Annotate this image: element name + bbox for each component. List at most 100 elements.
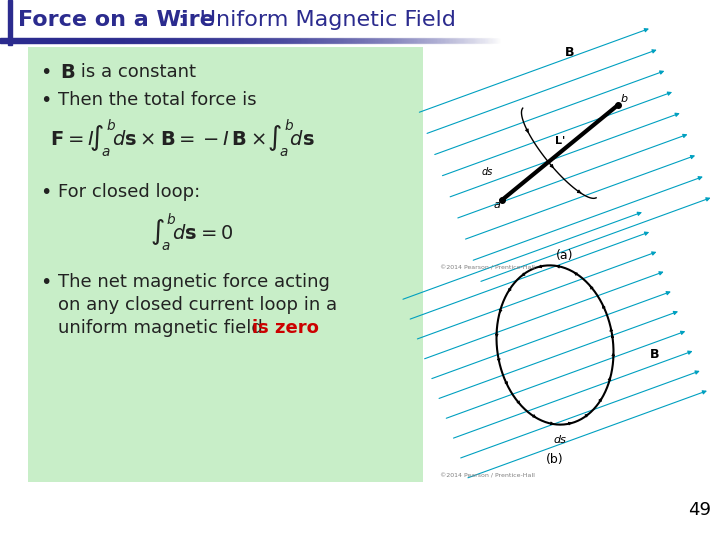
Bar	[135, 38, 136, 43]
Text: Then the total force is: Then the total force is	[58, 91, 256, 109]
Bar	[696, 38, 697, 43]
Bar	[85, 38, 86, 43]
Bar	[542, 38, 543, 43]
Bar	[95, 38, 96, 43]
Bar	[276, 38, 277, 43]
Bar	[649, 38, 650, 43]
Bar	[595, 38, 596, 43]
Bar	[21, 38, 22, 43]
Bar	[190, 38, 191, 43]
Bar	[701, 38, 702, 43]
Bar	[238, 38, 239, 43]
Bar	[387, 38, 388, 43]
Bar	[306, 38, 307, 43]
Bar	[214, 38, 215, 43]
Bar	[526, 38, 527, 43]
Bar	[336, 38, 337, 43]
Bar	[544, 38, 545, 43]
Bar	[288, 38, 289, 43]
Bar	[667, 38, 668, 43]
Text: For closed loop:: For closed loop:	[58, 183, 200, 201]
Bar	[589, 38, 590, 43]
Bar	[454, 38, 455, 43]
Bar	[327, 38, 328, 43]
Bar	[40, 38, 41, 43]
Bar	[349, 38, 350, 43]
Bar	[186, 38, 187, 43]
Bar	[77, 38, 78, 43]
Bar	[298, 38, 299, 43]
Bar	[409, 38, 410, 43]
Bar	[131, 38, 132, 43]
Bar	[44, 38, 45, 43]
Bar	[449, 38, 450, 43]
Bar	[679, 38, 680, 43]
Bar	[373, 38, 374, 43]
Bar	[414, 38, 415, 43]
Bar	[611, 38, 612, 43]
Bar	[518, 38, 519, 43]
Bar	[273, 38, 274, 43]
Bar	[462, 38, 463, 43]
Bar	[445, 38, 446, 43]
Bar	[627, 38, 628, 43]
Bar	[469, 38, 470, 43]
Bar	[672, 38, 673, 43]
Bar	[173, 38, 174, 43]
Bar	[81, 38, 82, 43]
Bar	[477, 38, 478, 43]
Bar	[116, 38, 117, 43]
Bar	[143, 38, 144, 43]
Text: is a constant: is a constant	[75, 63, 196, 81]
Bar	[345, 38, 346, 43]
Bar	[342, 38, 343, 43]
Bar	[503, 38, 504, 43]
Bar	[385, 38, 386, 43]
Bar	[352, 38, 353, 43]
Bar	[75, 38, 76, 43]
Bar	[255, 38, 256, 43]
Bar	[540, 38, 541, 43]
Bar	[194, 38, 195, 43]
Bar	[304, 38, 305, 43]
Bar	[108, 38, 109, 43]
Bar	[237, 38, 238, 43]
Bar	[545, 38, 546, 43]
Bar	[594, 38, 595, 43]
Bar	[322, 38, 323, 43]
Bar	[399, 38, 400, 43]
Bar	[700, 38, 701, 43]
Bar	[583, 38, 584, 43]
Bar	[337, 38, 338, 43]
Bar	[30, 38, 31, 43]
Bar	[359, 38, 360, 43]
Bar	[615, 38, 616, 43]
Bar	[577, 38, 578, 43]
Bar	[605, 38, 606, 43]
Bar	[297, 38, 298, 43]
Bar	[61, 38, 62, 43]
Bar	[358, 38, 359, 43]
Bar	[284, 38, 285, 43]
Bar	[8, 38, 9, 43]
Bar	[270, 38, 271, 43]
Bar	[178, 38, 179, 43]
Bar	[441, 38, 442, 43]
Bar	[438, 38, 439, 43]
Bar	[165, 38, 166, 43]
Bar	[45, 38, 46, 43]
Bar	[249, 38, 250, 43]
Bar	[355, 38, 356, 43]
Bar	[353, 38, 354, 43]
Bar	[308, 38, 309, 43]
Bar	[567, 38, 568, 43]
Bar	[2, 38, 3, 43]
Bar	[659, 38, 660, 43]
Bar	[658, 38, 659, 43]
Bar	[456, 38, 457, 43]
Bar	[43, 38, 44, 43]
Bar	[693, 38, 694, 43]
Bar	[571, 38, 572, 43]
Bar	[111, 38, 112, 43]
Bar	[379, 38, 380, 43]
